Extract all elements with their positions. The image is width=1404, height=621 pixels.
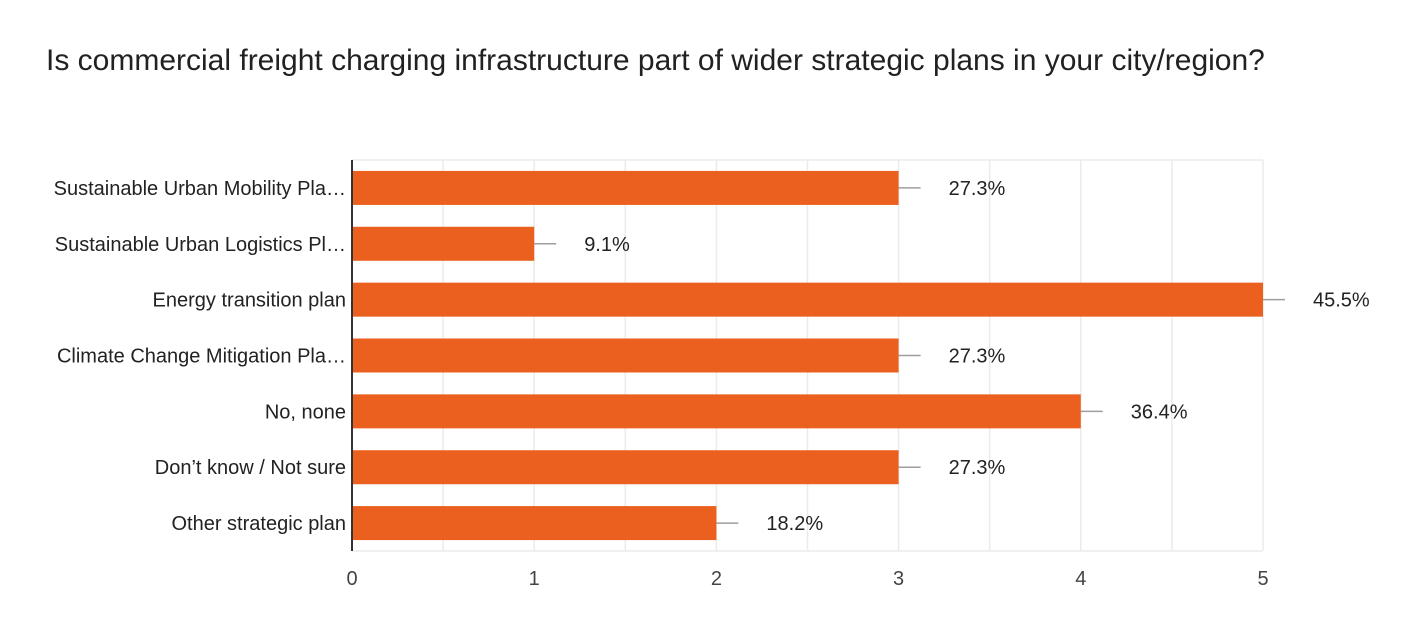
data-label: 36.4% — [1131, 401, 1188, 423]
x-tick-label: 3 — [893, 568, 904, 590]
category-label: No, none — [265, 401, 346, 423]
chart-title: Is commercial freight charging infrastru… — [46, 44, 1265, 77]
category-label: Climate Change Mitigation Pla… — [57, 346, 346, 368]
x-tick-label: 4 — [1075, 568, 1086, 590]
data-label: 27.3% — [949, 346, 1006, 368]
data-label: 27.3% — [949, 457, 1006, 479]
category-label: Other strategic plan — [171, 513, 346, 535]
data-label: 9.1% — [584, 234, 630, 256]
axes: 0 1 2 3 4 5 — [346, 160, 1269, 590]
category-label: Sustainable Urban Mobility Pla… — [54, 178, 346, 200]
labels: 27.3% Sustainable Urban Mobility Pla… 9.1%… — [54, 178, 1370, 535]
data-label: 27.3% — [949, 178, 1006, 200]
data-label: 45.5% — [1313, 290, 1370, 312]
bar — [352, 450, 899, 485]
bar — [352, 394, 1081, 429]
x-tick-label: 1 — [529, 568, 540, 590]
bar — [352, 226, 535, 261]
bar — [352, 506, 717, 541]
x-tick-label: 0 — [346, 568, 357, 590]
data-label: 18.2% — [766, 513, 823, 535]
bar — [352, 338, 899, 373]
bar — [352, 170, 899, 205]
x-tick-label: 5 — [1257, 568, 1268, 590]
x-tick-label: 2 — [711, 568, 722, 590]
category-label: Don’t know / Not sure — [155, 457, 346, 479]
bars — [352, 170, 1263, 541]
category-label: Energy transition plan — [153, 290, 346, 312]
category-label: Sustainable Urban Logistics Pl… — [55, 234, 346, 256]
bar — [352, 282, 1263, 317]
